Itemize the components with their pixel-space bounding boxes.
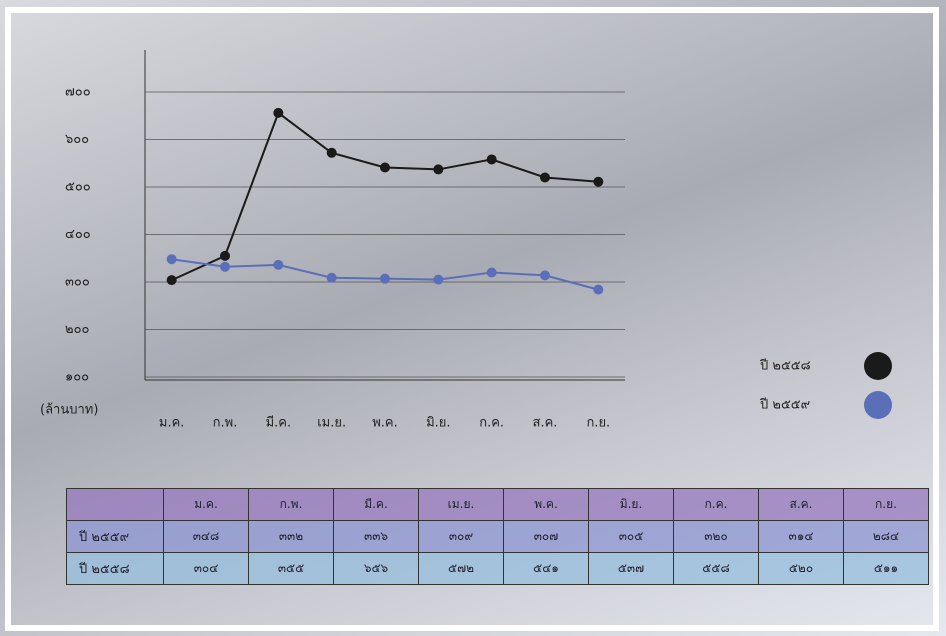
table-cell: ๕๔๑ xyxy=(503,552,589,585)
legend-label: ปี ๒๕๕๙ xyxy=(759,397,810,413)
table-cell: ๓๕๕ xyxy=(248,552,334,585)
header-cell: ก.ย. xyxy=(843,488,929,521)
table-cell: ๕๓๗ xyxy=(588,552,674,585)
y-tick-label: ๑๐๐ xyxy=(65,370,89,385)
y-tick-label: ๔๐๐ xyxy=(65,227,91,242)
x-tick-label: เม.ย. xyxy=(317,416,346,431)
data-point xyxy=(380,162,390,173)
header-cell: เม.ย. xyxy=(418,488,504,521)
legend-swatch xyxy=(864,391,892,419)
table-cell: ๕๗๒ xyxy=(418,552,504,585)
data-point xyxy=(220,261,230,272)
header-cell: ก.พ. xyxy=(248,488,334,521)
data-point xyxy=(540,270,550,281)
data-point xyxy=(433,164,444,175)
table-row: ปี ๒๕๕๘ ๓๐๔ ๓๕๕ ๖๕๖ ๕๗๒ ๕๔๑ ๕๓๗ ๕๕๘ ๕๒๐ ๕๑๑ xyxy=(66,552,929,585)
data-point xyxy=(593,176,604,187)
data-point xyxy=(326,147,337,158)
table-cell: ๒๘๔ xyxy=(843,520,929,553)
legend-swatch xyxy=(864,352,892,380)
table-cell: ๓๔๘ xyxy=(163,520,249,553)
table-cell: ๓๐๔ xyxy=(163,552,249,585)
y-tick-label: ๓๐๐ xyxy=(65,275,90,290)
table-cell: ๕๑๑ xyxy=(843,552,929,585)
header-cell: ก.ค. xyxy=(673,488,759,521)
data-point xyxy=(273,107,284,118)
table-cell: ๓๓๖ xyxy=(333,520,419,553)
table-cell: ๕๒๐ xyxy=(758,552,844,585)
header-cell: ส.ค. xyxy=(758,488,844,521)
table-cell: ๓๐๙ xyxy=(418,520,504,553)
header-cell: ม.ค. xyxy=(163,488,249,521)
y-tick-label: ๖๐๐ xyxy=(65,132,89,147)
table-cell: ๓๐๕ xyxy=(588,520,674,553)
data-point xyxy=(273,259,284,270)
data-point xyxy=(166,254,177,265)
y-tick-label: ๗๐๐ xyxy=(65,85,91,100)
data-point xyxy=(326,272,337,283)
header-cell: มี.ค. xyxy=(333,488,419,521)
x-tick-label: ก.พ. xyxy=(213,416,238,431)
table-cell: ๓๐๗ xyxy=(503,520,589,553)
header-cell: มิ.ย. xyxy=(588,488,674,521)
x-tick-label: ก.ย. xyxy=(586,416,610,431)
table-cell: ๓๓๒ xyxy=(248,520,334,553)
data-point xyxy=(220,250,230,261)
series-line xyxy=(171,111,599,282)
data-point xyxy=(593,284,604,295)
header-cell: พ.ค. xyxy=(503,488,589,521)
data-point xyxy=(166,275,177,286)
x-tick-label: ส.ค. xyxy=(533,416,558,431)
y-tick-label: ๒๐๐ xyxy=(65,322,90,337)
x-tick-label: ม.ค. xyxy=(159,416,185,431)
row-label: ปี ๒๕๕๘ xyxy=(66,552,164,585)
data-point xyxy=(433,274,444,285)
table-row: ปี ๒๕๕๙ ๓๔๘ ๓๓๒ ๓๓๖ ๓๐๙ ๓๐๗ ๓๐๕ ๓๒๐ ๓๑๔ ๒๘๔ xyxy=(66,520,929,553)
legend-label: ปี ๒๕๕๘ xyxy=(759,358,811,374)
table-corner xyxy=(66,488,164,521)
table-cell: ๖๕๖ xyxy=(333,552,419,585)
frame xyxy=(5,7,939,631)
data-table: ม.ค. ก.พ. มี.ค. เม.ย. พ.ค. มิ.ย. ก.ค. ส.ค. ก.ย. … xyxy=(66,488,929,585)
y-axis-label: (ล้านบาท) xyxy=(40,403,98,418)
table-cell: ๓๒๐ xyxy=(673,520,759,553)
table-cell: ๕๕๘ xyxy=(673,552,759,585)
table-cell: ๓๑๔ xyxy=(758,520,844,553)
data-point xyxy=(486,267,497,278)
data-point xyxy=(486,154,497,165)
x-tick-label: มิ.ย. xyxy=(426,416,450,431)
data-point xyxy=(380,273,390,284)
table-header: ม.ค. ก.พ. มี.ค. เม.ย. พ.ค. มิ.ย. ก.ค. ส.ค. ก.ย. xyxy=(66,488,929,521)
data-point xyxy=(540,172,550,183)
row-label: ปี ๒๕๕๙ xyxy=(66,520,164,553)
y-tick-label: ๕๐๐ xyxy=(65,180,91,195)
x-tick-label: มี.ค. xyxy=(266,415,292,431)
x-tick-label: ก.ค. xyxy=(479,416,504,431)
x-tick-label: พ.ค. xyxy=(372,416,398,431)
